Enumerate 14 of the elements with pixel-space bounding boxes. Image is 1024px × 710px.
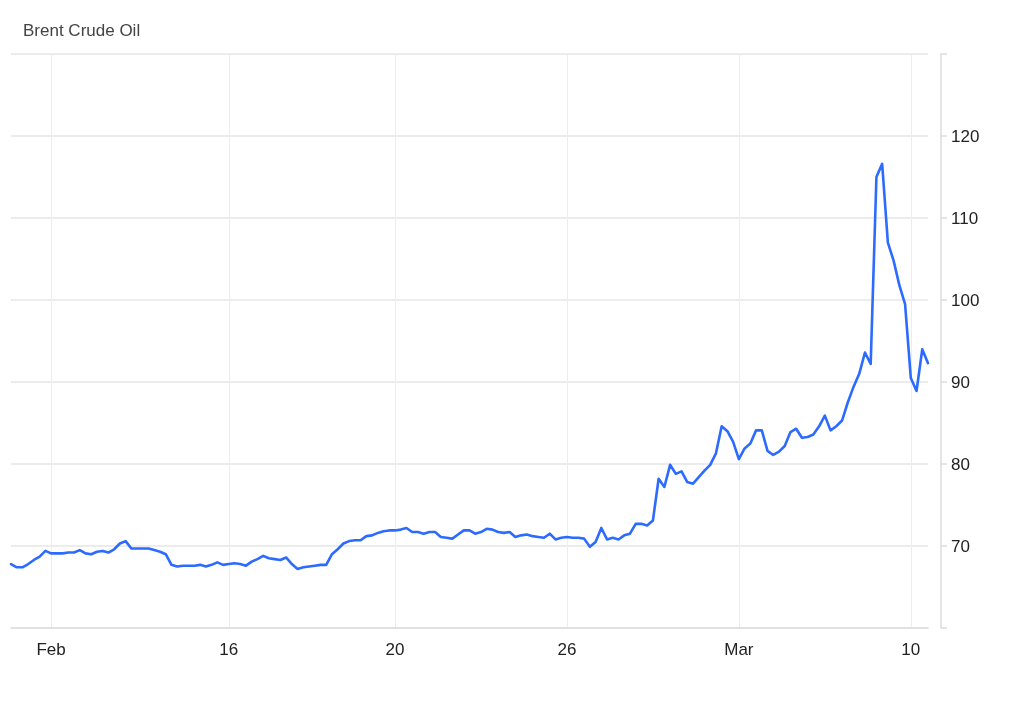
x-tick-label: 20 <box>385 640 405 659</box>
x-tick-label: 16 <box>219 640 239 659</box>
y-tick-label: 120 <box>951 126 980 146</box>
line-series <box>9 162 930 571</box>
x-tick-label: Mar <box>724 640 754 659</box>
y-tick-label: 100 <box>951 290 980 310</box>
x-tick-label: 26 <box>557 640 577 659</box>
x-tick-label: Feb <box>36 640 66 659</box>
y-tick-label: 110 <box>951 208 979 228</box>
x-tick-label: 10 <box>901 640 921 659</box>
y-tick-label: 90 <box>951 372 970 392</box>
y-tick-label: 80 <box>951 454 970 474</box>
chart-title: Brent Crude Oil <box>23 21 141 40</box>
y-tick-label: 70 <box>951 536 970 556</box>
